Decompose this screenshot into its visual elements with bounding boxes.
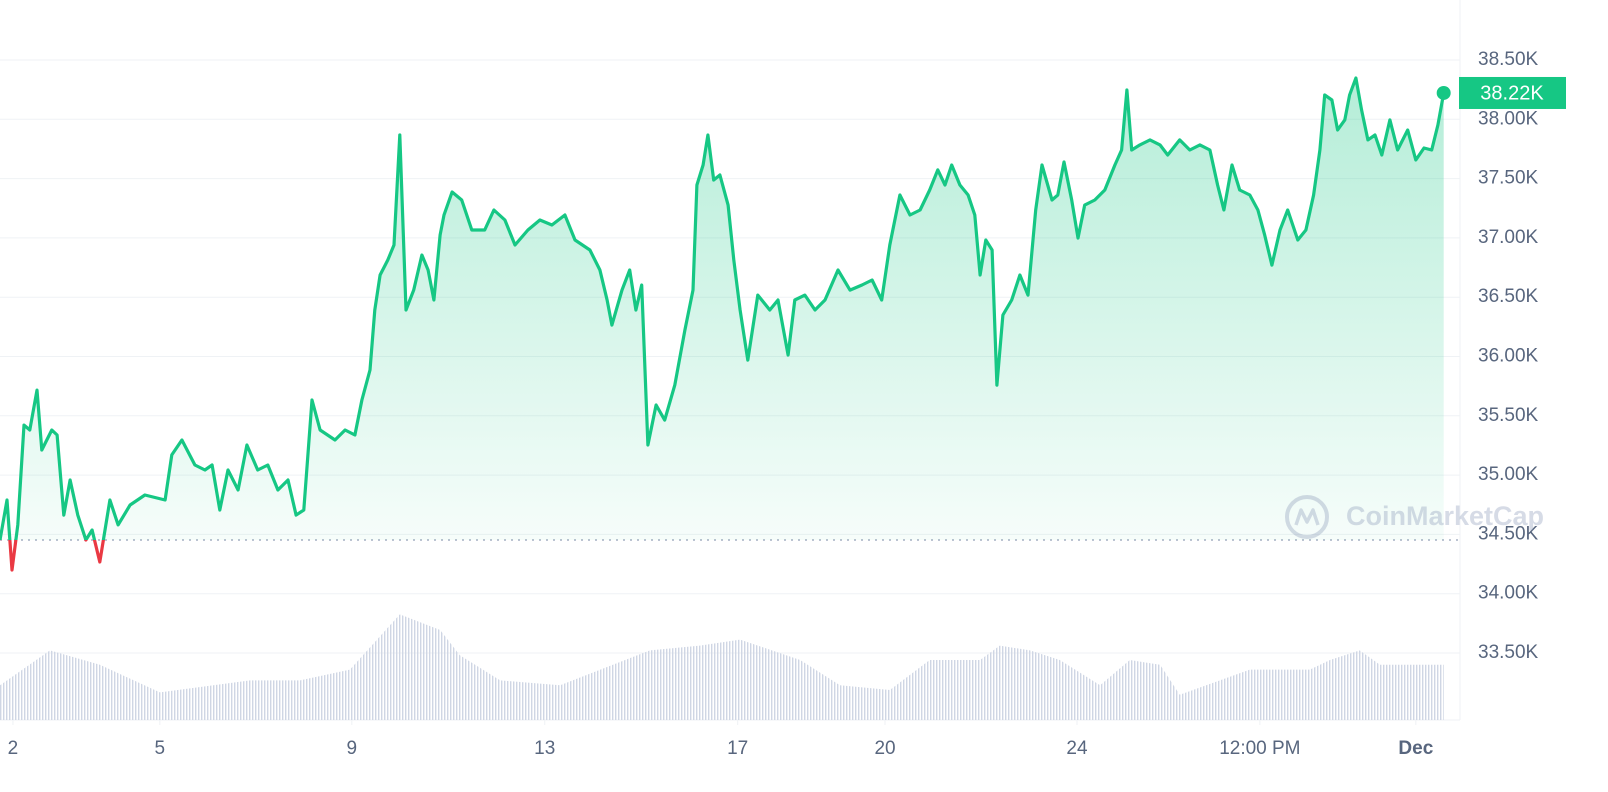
x-tick-label: 9: [347, 738, 358, 759]
volume-area: [0, 614, 1444, 720]
y-tick-label: 35.00K: [1478, 464, 1539, 485]
x-tick-label: 12:00 PM: [1219, 738, 1300, 759]
current-price-box: [1459, 76, 1566, 109]
current-price-label: 38.22K: [1480, 82, 1544, 104]
watermark-text: CoinMarketCap: [1346, 501, 1544, 531]
y-tick-label: 36.00K: [1478, 346, 1539, 367]
x-tick-label: 24: [1066, 738, 1088, 759]
x-tick-label: 5: [155, 738, 166, 759]
x-tick-label: 2: [8, 738, 19, 759]
y-tick-label: 33.50K: [1478, 642, 1539, 663]
x-tick-label: Dec: [1398, 738, 1433, 759]
watermark: CoinMarketCap: [1285, 495, 1544, 539]
y-tick-label: 38.50K: [1478, 49, 1539, 70]
x-tick-label: 20: [874, 738, 895, 759]
price-line: [0, 76, 1446, 540]
y-tick-label: 38.00K: [1478, 108, 1539, 129]
current-price-dot: [1436, 85, 1451, 100]
y-tick-label: 35.50K: [1478, 405, 1539, 426]
y-tick-label: 37.00K: [1478, 227, 1539, 248]
price-area: [0, 78, 1444, 540]
x-tick-label: 13: [534, 738, 555, 759]
y-tick-label: 34.50K: [1478, 523, 1539, 544]
y-tick-label: 36.50K: [1478, 286, 1539, 307]
y-tick-label: 34.00K: [1478, 583, 1539, 604]
x-tick-label: 17: [727, 738, 748, 759]
y-tick-label: 37.50K: [1478, 168, 1539, 189]
